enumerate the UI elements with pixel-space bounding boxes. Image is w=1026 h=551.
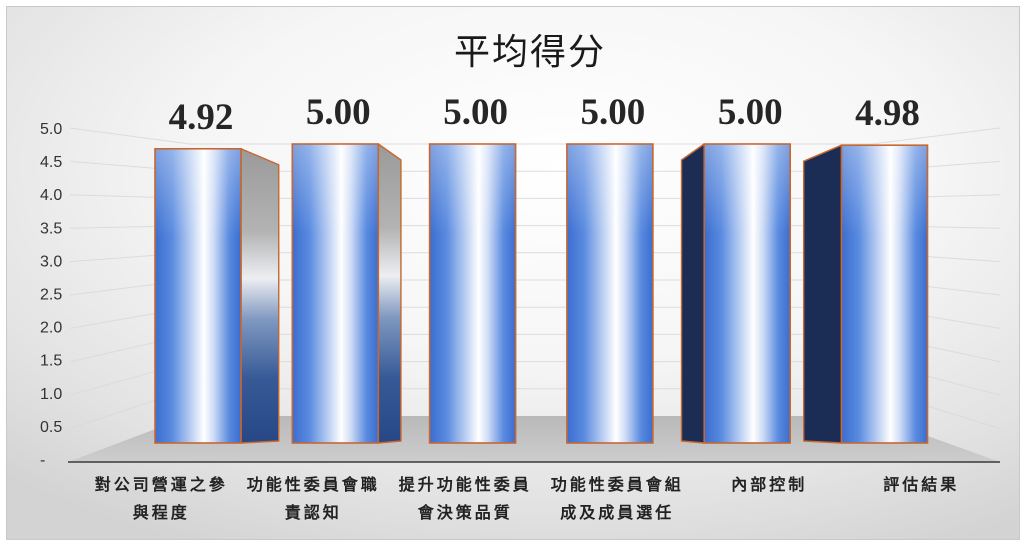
gridline — [69, 388, 1001, 430]
bar — [680, 143, 792, 444]
y-tick-label: 4.0 — [40, 187, 62, 204]
category-label: 內部控制 — [731, 475, 807, 494]
data-label: 5.00 — [306, 92, 371, 133]
category-label-line: 評估結果 — [883, 475, 959, 494]
bar-sheen — [567, 144, 653, 443]
x-axis-category-labels: 對公司營運之參與程度功能性委員會職責認知提升功能性委員會決策品質功能性委員會組成… — [95, 475, 959, 522]
gridline — [69, 361, 1001, 396]
bar-side-face-left — [680, 143, 705, 444]
bar-sheen — [842, 145, 927, 443]
gridlines — [69, 127, 1001, 430]
category-label-line: 提升功能性委員 — [399, 475, 532, 494]
y-tick-label: 4.5 — [40, 154, 62, 171]
category-label-line: 內部控制 — [731, 475, 807, 494]
y-tick-label: 5.0 — [40, 121, 62, 138]
y-tick-label: 2.0 — [40, 320, 62, 337]
bar-sheen — [430, 144, 515, 443]
data-labels: 4.92 5.00 5.00 5.00 5.00 4.98 — [169, 92, 920, 138]
chart-title: 平均得分 — [454, 32, 606, 73]
gridline — [69, 252, 1001, 263]
category-label: 功能性委員會職責認知 — [247, 475, 380, 522]
category-label-line: 責認知 — [285, 503, 342, 522]
y-tick-label: 0.5 — [40, 419, 62, 436]
category-label-line: 成及成員選任 — [560, 503, 674, 522]
y-axis-tick-labels: 5.0 4.5 4.0 3.5 3.0 2.5 2.0 1.5 1.0 0.5 - — [40, 121, 62, 469]
bar-sheen — [155, 149, 241, 443]
gridline — [69, 225, 1001, 229]
bar-sheen — [705, 144, 790, 443]
category-label-line: 會決策品質 — [417, 503, 513, 522]
y-tick-label: 2.5 — [40, 287, 62, 304]
gridline — [69, 333, 1001, 363]
data-label: 4.92 — [169, 97, 234, 138]
bar-side-face-right — [240, 148, 280, 444]
gridline — [69, 127, 1001, 145]
bar — [566, 143, 654, 444]
data-label: 5.00 — [443, 92, 508, 133]
category-label-line: 與程度 — [133, 503, 190, 522]
bar — [154, 147, 280, 444]
bar — [428, 143, 517, 444]
bar — [291, 143, 402, 444]
bar-sheen — [293, 144, 378, 443]
category-label: 提升功能性委員會決策品質 — [399, 475, 532, 522]
category-label: 對公司營運之參與程度 — [95, 475, 228, 522]
gridline — [69, 306, 1001, 329]
category-label-line: 功能性委員會組 — [551, 475, 684, 494]
gridline — [69, 194, 1001, 199]
gridline — [69, 160, 1001, 172]
bar — [803, 144, 929, 444]
y-tick-label: 1.5 — [40, 353, 62, 370]
y-tick-label: 1.0 — [40, 386, 62, 403]
category-label: 評估結果 — [883, 475, 959, 494]
category-label-line: 對公司營運之參 — [95, 475, 228, 494]
bar-series — [154, 143, 929, 444]
data-label: 4.98 — [855, 93, 920, 134]
bar-side-face-left — [803, 144, 843, 444]
data-label: 5.00 — [581, 92, 646, 133]
y-tick-label: 3.0 — [40, 253, 62, 270]
gridline — [69, 279, 1001, 296]
y-tick-label: 3.5 — [40, 220, 62, 237]
category-label: 功能性委員會組成及成員選任 — [551, 475, 684, 522]
y-tick-label: - — [40, 452, 45, 469]
category-label-line: 功能性委員會職 — [247, 475, 380, 494]
bar-side-face-right — [377, 143, 402, 444]
data-label: 5.00 — [718, 92, 783, 133]
